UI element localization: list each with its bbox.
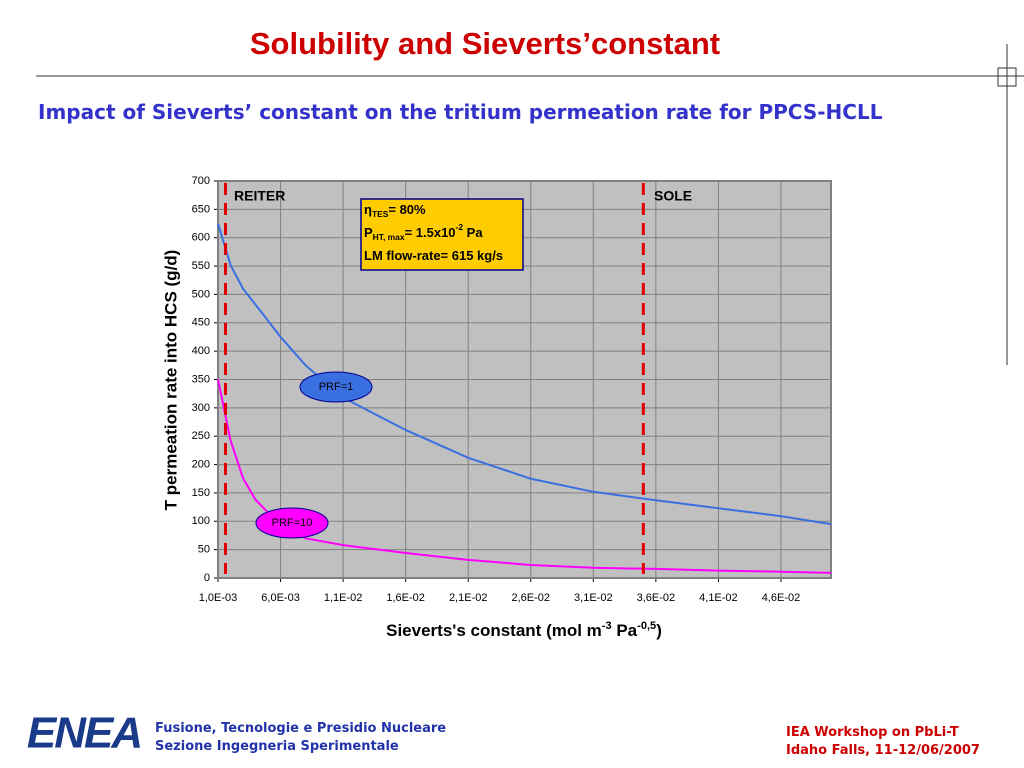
slide-title: Solubility and Sieverts’constant [249,26,721,61]
info-line: LM flow-rate= 615 kg/s [364,248,503,263]
y-tick-label: 550 [192,260,210,272]
y-tick-label: 400 [192,345,210,357]
info-line: ηTES= 80% [364,202,426,219]
series-callout [255,507,329,539]
y-tick-label: 250 [192,430,210,442]
y-tick-label: 350 [192,373,210,385]
info-line-part: = 80% [388,202,426,217]
corner-box [997,67,1017,87]
logo-text: ENEA [27,709,141,758]
x-tick-label: 6,0E-03 [261,592,300,604]
reference-label: SOLE [654,188,692,204]
slide-subtitle: Impact of Sieverts’ constant on the trit… [38,100,883,124]
info-line-part: = 1.5x10 [405,225,456,240]
footer-line: Sezione Ingegneria Sperimentale [155,739,399,754]
info-box [360,198,524,271]
x-axis-label-part: -3 [602,620,612,632]
y-tick-label: 300 [192,402,210,414]
y-tick-label: 50 [198,544,210,556]
x-tick-label: 1,6E-02 [386,592,425,604]
footer-right: IEA Workshop on PbLi-T Idaho Falls, 11-1… [786,724,980,760]
x-tick-label: 1,0E-03 [199,592,238,604]
x-tick-label: 3,6E-02 [637,592,676,604]
y-tick-label: 700 [192,175,210,187]
reference-label: REITER [234,188,285,204]
info-line-part: LM flow-rate= 615 kg/s [364,248,503,263]
y-tick-label: 600 [192,232,210,244]
y-axis-label: T permeation rate into HCS (g/d) [161,250,180,511]
x-tick-label: 4,6E-02 [762,592,801,604]
info-line-part: HT, max [373,232,405,242]
y-tick-label: 500 [192,288,210,300]
series-line [217,379,832,574]
x-tick-label: 4,1E-02 [699,592,738,604]
info-line-part: Pa [463,225,483,240]
x-axis-label-part: -0,5 [637,620,656,632]
x-axis-label-part: ) [656,621,662,640]
footer-line: Fusione, Tecnologie e Presidio Nucleare [155,721,447,736]
y-tick-label: 100 [192,515,210,527]
footer-line: IEA Workshop on PbLi-T [786,725,959,740]
series-label: PRF=10 [272,517,313,529]
y-tick-label: 0 [204,572,210,584]
x-axis-label-part: Pa [612,621,638,640]
footer-line: Idaho Falls, 11-12/06/2007 [786,743,980,758]
x-tick-label: 3,1E-02 [574,592,613,604]
info-line-part: -2 [456,222,464,232]
info-line: PHT, max= 1.5x10-2 Pa [364,222,483,242]
x-axis-label: Sieverts's constant (mol m-3 Pa-0,5) [386,620,662,641]
series-label: PRF=1 [319,381,354,393]
y-tick-label: 150 [192,487,210,499]
x-tick-label: 2,6E-02 [511,592,550,604]
footer-left: Fusione, Tecnologie e Presidio Nucleare … [155,720,446,756]
x-tick-label: 1,1E-02 [324,592,363,604]
logo: ENEA [27,709,143,758]
y-tick-label: 450 [192,317,210,329]
info-line-part: TES [372,209,389,219]
series-callout [299,371,373,403]
info-line-part: P [364,225,373,240]
y-tick-label: 200 [192,458,210,470]
y-tick-label: 650 [192,203,210,215]
series-line [217,223,832,526]
x-tick-label: 2,1E-02 [449,592,488,604]
x-axis-label-part: Sieverts's constant (mol m [386,621,602,640]
info-line-part: η [364,202,372,217]
